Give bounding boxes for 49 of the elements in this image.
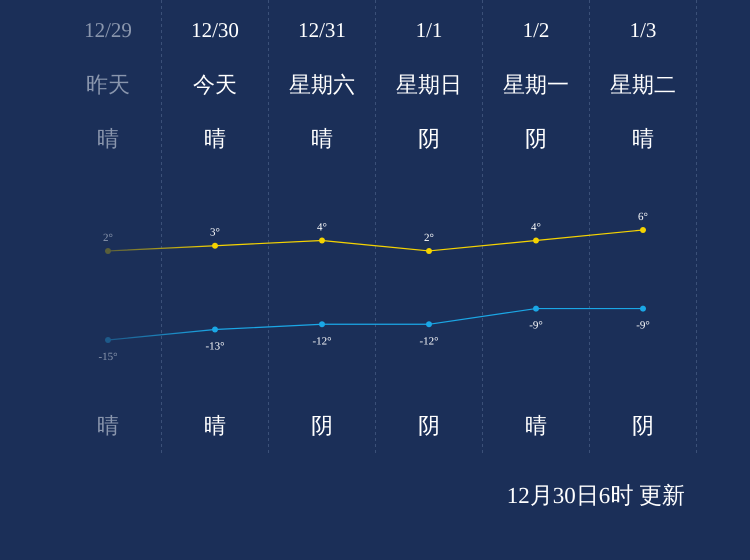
text: 星期日 <box>396 72 462 97</box>
data-label: -13° <box>205 340 225 353</box>
point <box>212 326 218 333</box>
text: 昨天 <box>86 72 130 97</box>
data-label: 4° <box>531 221 541 234</box>
text: 星期一 <box>503 72 569 97</box>
data-label: 6° <box>638 211 648 223</box>
point <box>533 306 539 312</box>
text: 星期二 <box>610 72 676 97</box>
text: 阴 <box>311 413 333 438</box>
x-tick-label: 1/2 <box>522 18 550 42</box>
point <box>426 321 432 328</box>
text: 晴 <box>204 413 226 438</box>
text: 阴 <box>418 126 440 151</box>
text: 阴 <box>525 126 547 151</box>
data-label: -9° <box>529 320 543 332</box>
point <box>533 237 539 244</box>
x-tick-label: 12/31 <box>298 18 346 42</box>
data-label: 4° <box>317 221 327 234</box>
data-label: -12° <box>419 335 439 348</box>
text: 晴 <box>204 126 226 151</box>
text: 阴 <box>632 413 654 438</box>
x-tick-label: 12/30 <box>191 18 239 42</box>
text: 晴 <box>311 126 333 151</box>
text: 阴 <box>418 413 440 438</box>
point <box>105 337 111 343</box>
data-label: -15° <box>98 351 118 363</box>
text: 晴 <box>525 413 547 438</box>
text: 晴 <box>97 126 119 151</box>
data-label: 2° <box>424 232 434 244</box>
x-tick-label: 1/1 <box>416 18 442 42</box>
point <box>319 321 325 328</box>
data-label: 2° <box>103 232 113 244</box>
text: 今天 <box>193 72 237 97</box>
point <box>319 237 325 244</box>
text: 晴 <box>632 126 654 151</box>
text: 12月30日6时 更新 <box>506 483 685 508</box>
x-tick-label: 1/3 <box>630 18 656 42</box>
data-label: -9° <box>636 320 650 332</box>
x-tick-label: 12/29 <box>84 18 132 42</box>
text: 星期六 <box>289 72 355 97</box>
text: 晴 <box>97 413 119 438</box>
data-label: -12° <box>312 335 332 348</box>
point <box>640 227 646 233</box>
data-label: 3° <box>210 226 220 239</box>
point <box>105 248 111 254</box>
point <box>212 242 218 249</box>
point <box>426 248 432 254</box>
point <box>640 306 646 312</box>
